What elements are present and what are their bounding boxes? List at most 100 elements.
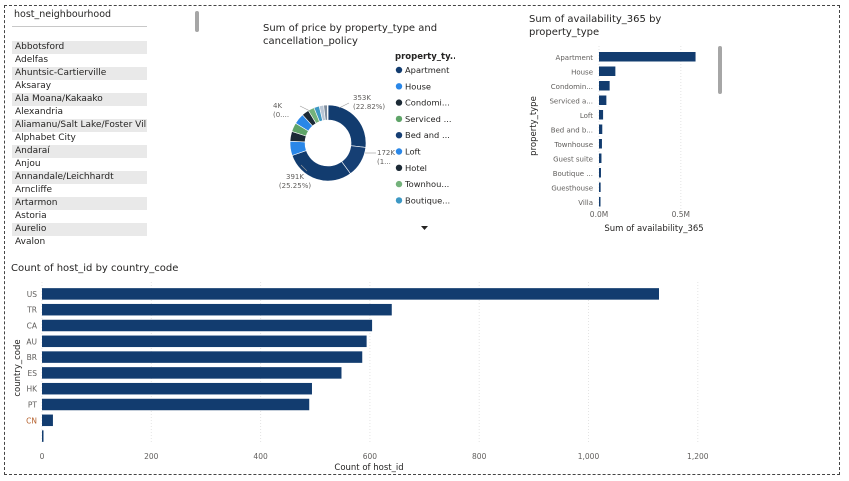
leader-line [299, 105, 311, 112]
bar[interactable] [42, 303, 392, 316]
bar[interactable] [599, 153, 602, 164]
x-tick-label: 0.5M [672, 210, 690, 219]
bar[interactable] [42, 367, 342, 379]
donut-chart-title: Sum of price by property_type and cancel… [263, 23, 438, 47]
bar[interactable] [599, 197, 601, 207]
legend-item[interactable]: Bed and ... [405, 130, 450, 140]
legend-marker [395, 99, 403, 106]
slicer-item[interactable]: Ahuntsic-Cartierville [12, 67, 147, 80]
bar[interactable] [42, 398, 310, 411]
slicer-item[interactable]: Aliamanu/Salt Lake/Foster Village [12, 119, 147, 132]
legend-item[interactable]: Condomi... [405, 98, 450, 108]
slicer-item[interactable]: Alexandria [15, 107, 64, 117]
y-tick-label: Guesthouse [551, 185, 593, 193]
legend-item[interactable]: Loft [405, 147, 421, 157]
donut-data-label: 4K (0.... [273, 102, 289, 119]
slicer-scrollbar[interactable] [195, 11, 199, 32]
slicer-item[interactable]: Ala Moana/Kakaako [12, 93, 147, 106]
bar[interactable] [599, 168, 601, 178]
scrollbar[interactable] [718, 46, 722, 94]
bar[interactable] [42, 382, 312, 395]
y-tick-label: Loft [580, 112, 593, 120]
legend-marker [395, 197, 403, 204]
legend-item[interactable]: Townhou... [404, 179, 449, 189]
legend-item[interactable]: House [405, 81, 431, 91]
legend-marker [395, 148, 403, 155]
legend-marker [395, 164, 403, 171]
slicer-item[interactable]: Avalon [15, 237, 46, 247]
availability-bar-chart: 0.0M 0.5M Apartment House Condomin... Service… [529, 46, 722, 234]
y-tick-label: HK [26, 385, 38, 394]
slicer-item[interactable]: Anjou [15, 159, 41, 169]
slicer-item[interactable]: Adelfas [15, 55, 49, 65]
slicer-item[interactable]: Aurelio [12, 223, 147, 236]
y-tick-label: Villa [578, 199, 593, 207]
bar[interactable] [42, 335, 367, 348]
y-tick-label: PT [28, 401, 38, 410]
legend-scroll-down-icon[interactable] [421, 226, 428, 230]
legend-marker [395, 83, 403, 90]
bar[interactable] [42, 351, 363, 363]
availability-chart-title: Sum of availability_365 by property_type [529, 14, 662, 38]
y-tick-label: House [571, 69, 593, 77]
y-tick-label: BR [27, 353, 37, 362]
bar[interactable] [42, 288, 659, 300]
bar[interactable] [599, 139, 602, 149]
slicer-item[interactable]: Arncliffe [15, 185, 53, 195]
bar[interactable] [599, 95, 607, 106]
legend-marker [395, 180, 403, 188]
x-tick-label: 600 [363, 452, 378, 461]
legend-title: property_ty... [395, 52, 455, 62]
bar[interactable] [42, 414, 53, 427]
y-tick-label: Boutique ... [553, 170, 593, 178]
legend-item[interactable]: Serviced ... [405, 114, 451, 124]
legend-item[interactable]: Apartment [405, 65, 450, 75]
y-tick-label: Bed and b... [551, 127, 593, 135]
donut-data-label: 391K (25.25%) [279, 173, 311, 190]
x-tick-label: 1,000 [578, 452, 600, 461]
legend-item[interactable]: Hotel [405, 163, 427, 173]
slicer-item[interactable]: Annandale/Leichhardt [12, 171, 147, 184]
slicer-item[interactable]: Abbotsford [12, 41, 147, 54]
x-axis-title: Sum of availability_365 [604, 224, 703, 234]
y-tick-label: AU [26, 337, 37, 346]
y-tick-label: Apartment [556, 54, 594, 62]
y-tick-label: Guest suite [553, 156, 593, 164]
report-canvas [4, 5, 840, 475]
y-tick-label: TR [26, 306, 37, 315]
slicer-item[interactable]: Andaraí [12, 145, 147, 158]
bar[interactable] [42, 319, 373, 332]
bar[interactable] [599, 182, 601, 193]
donut-slice[interactable] [326, 104, 329, 121]
slicer-item[interactable]: Artarmon [12, 197, 147, 210]
y-tick-label: CN [26, 416, 37, 425]
slicer-divider [12, 26, 147, 27]
legend-marker [395, 66, 403, 74]
bar[interactable] [599, 52, 696, 62]
legend-item[interactable]: Boutique... [405, 195, 450, 205]
slicer-header[interactable]: host_neighbourhood [14, 9, 112, 20]
leader-line [300, 164, 308, 172]
bar[interactable] [599, 124, 603, 135]
slicer-item[interactable]: Alphabet City [15, 133, 76, 143]
y-tick-label: Serviced a... [549, 98, 593, 106]
country-bar-chart: 0 200 400 600 800 1,000 1,200 US TR CA AU BR ES HK PT C… [13, 282, 709, 473]
donut-data-label: 172K (1... [377, 149, 395, 166]
donut-data-label: 353K (22.82%) [353, 94, 385, 111]
donut-chart: 353K (22.82%) 172K (1... 391K (25.25%) 4K (0...… [273, 52, 455, 230]
legend-marker [395, 132, 403, 139]
bar[interactable] [599, 81, 610, 91]
bar[interactable] [42, 430, 44, 442]
slicer-item[interactable]: Astoria [15, 211, 47, 221]
y-tick-label: Townhouse [553, 141, 593, 149]
x-axis-title: Count of host_id [334, 463, 403, 473]
y-axis-title: country_code [13, 339, 23, 396]
y-tick-label: ES [28, 369, 38, 378]
country-chart-title: Count of host_id by country_code [11, 263, 179, 274]
slicer-item[interactable]: Aksaray [15, 81, 52, 91]
bar[interactable] [599, 110, 604, 120]
x-tick-label: 1,200 [687, 452, 709, 461]
bar[interactable] [599, 66, 616, 77]
x-tick-label: 400 [253, 452, 268, 461]
donut-slice[interactable] [327, 104, 367, 148]
